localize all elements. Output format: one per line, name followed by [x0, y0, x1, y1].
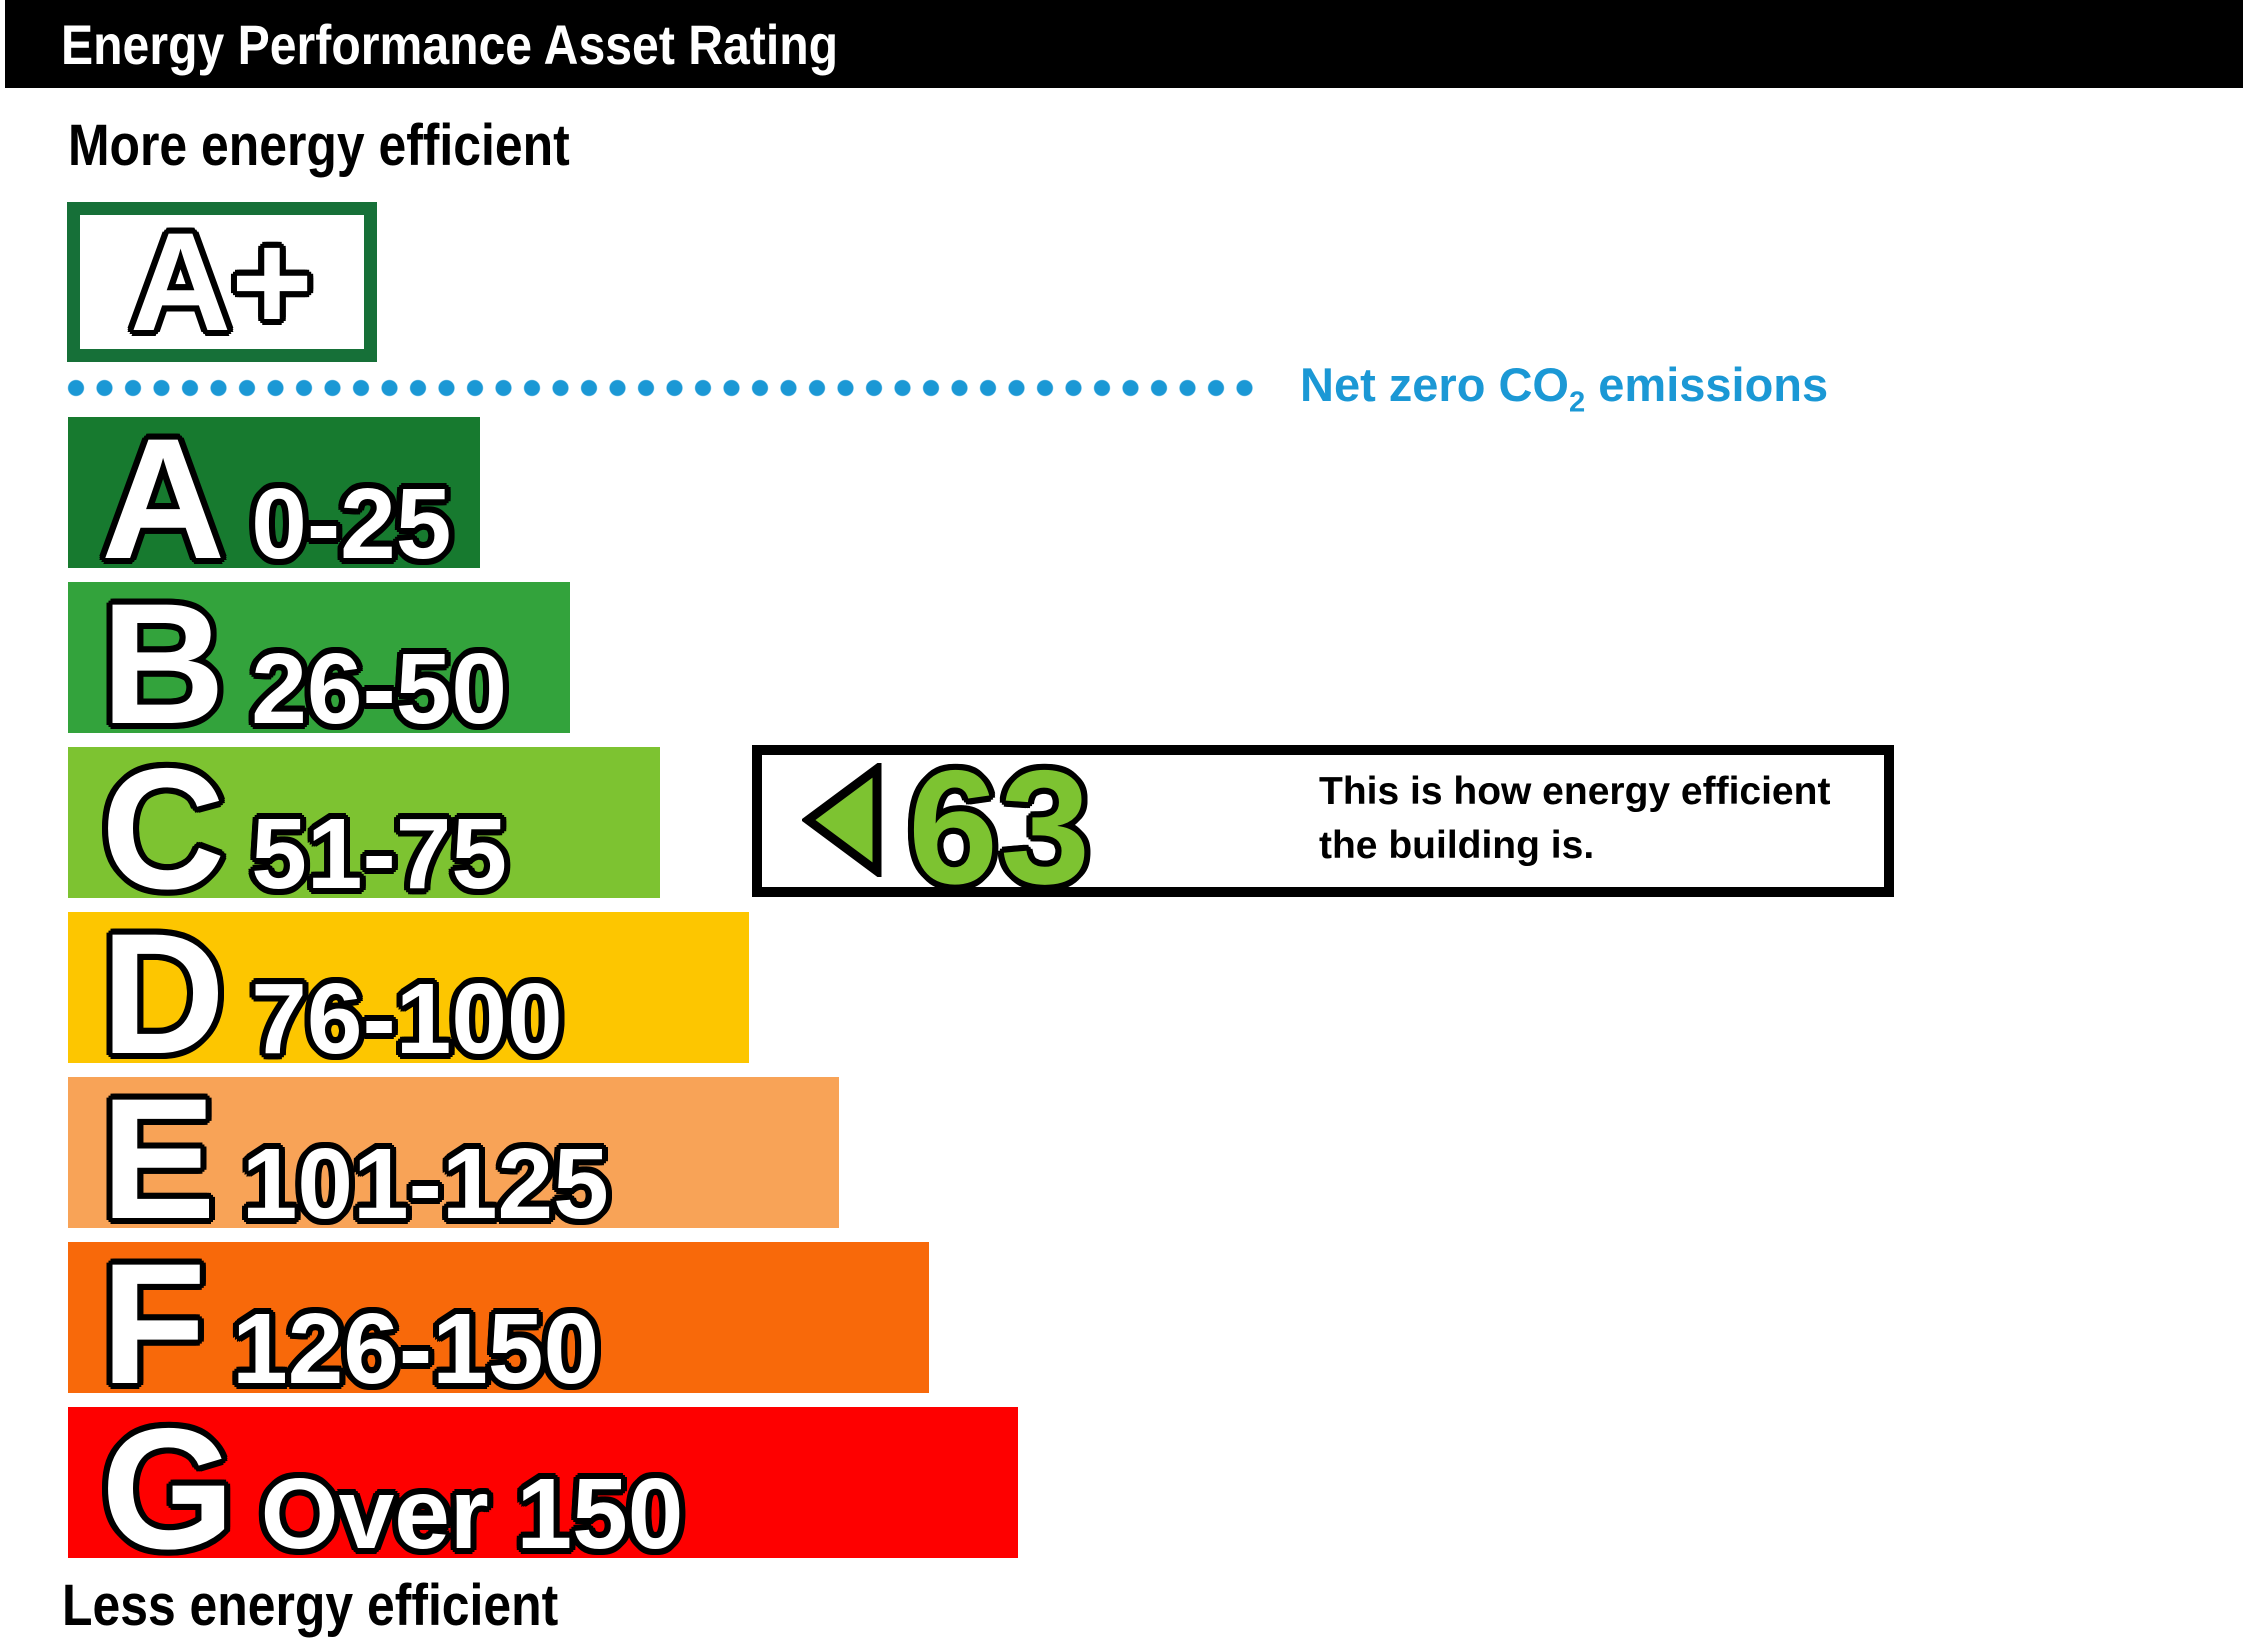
net-zero-subscript: 2: [1569, 386, 1586, 419]
band-e-range: 101-125: [241, 1128, 609, 1240]
rating-bands: A 0-25 B 26-50 C 51-75 D 76-100 E 101-12…: [68, 413, 1018, 1575]
indicator-caption-line2: the building is.: [1319, 824, 1595, 867]
band-d-letter: D: [101, 898, 226, 1090]
indicator-caption: This is how energy efficient the buildin…: [1319, 765, 1830, 873]
header-bar: Energy Performance Asset Rating: [5, 0, 2243, 88]
band-d-range: 76-100: [251, 963, 563, 1075]
band-g-range: Over 150: [260, 1458, 684, 1570]
band-row-f: F 126-150: [68, 1238, 929, 1410]
net-zero-dotted-line: [66, 378, 1262, 398]
band-c-range: 51-75: [251, 798, 507, 910]
net-zero-text-post: emissions: [1585, 358, 1829, 411]
band-row-b: B 26-50: [68, 578, 570, 750]
indicator-caption-line1: This is how energy efficient: [1319, 770, 1831, 813]
a-plus-label: A+: [130, 203, 313, 360]
more-efficient-label: More energy efficient: [68, 113, 570, 178]
net-zero-label: Net zero CO2 emissions: [1300, 360, 1828, 427]
band-g-letter: G: [101, 1393, 235, 1585]
rating-value: 63: [908, 737, 1093, 918]
band-f-range: 126-150: [232, 1293, 600, 1405]
page-title: Energy Performance Asset Rating: [61, 12, 839, 76]
band-a-range: 0-25: [251, 468, 452, 580]
band-c-letter: C: [101, 733, 226, 925]
band-e-letter: E: [101, 1063, 216, 1255]
a-plus-badge: A+: [67, 202, 377, 362]
band-row-c: C 51-75: [68, 743, 660, 915]
band-f-letter: F: [101, 1228, 207, 1420]
less-efficient-label: Less energy efficient: [62, 1573, 559, 1638]
band-row-d: D 76-100: [68, 908, 749, 1080]
band-row-e: E 101-125: [68, 1073, 839, 1245]
net-zero-text-pre: Net zero CO: [1300, 358, 1569, 411]
band-b-range: 26-50: [251, 633, 507, 745]
band-row-g: G Over 150: [68, 1403, 1018, 1575]
left-arrow-icon: [802, 763, 882, 877]
band-b-letter: B: [101, 568, 226, 760]
rating-indicator-box: 63 This is how energy efficient the buil…: [752, 737, 1894, 918]
band-row-a: A 0-25: [68, 413, 480, 585]
band-a-letter: A: [101, 403, 226, 595]
